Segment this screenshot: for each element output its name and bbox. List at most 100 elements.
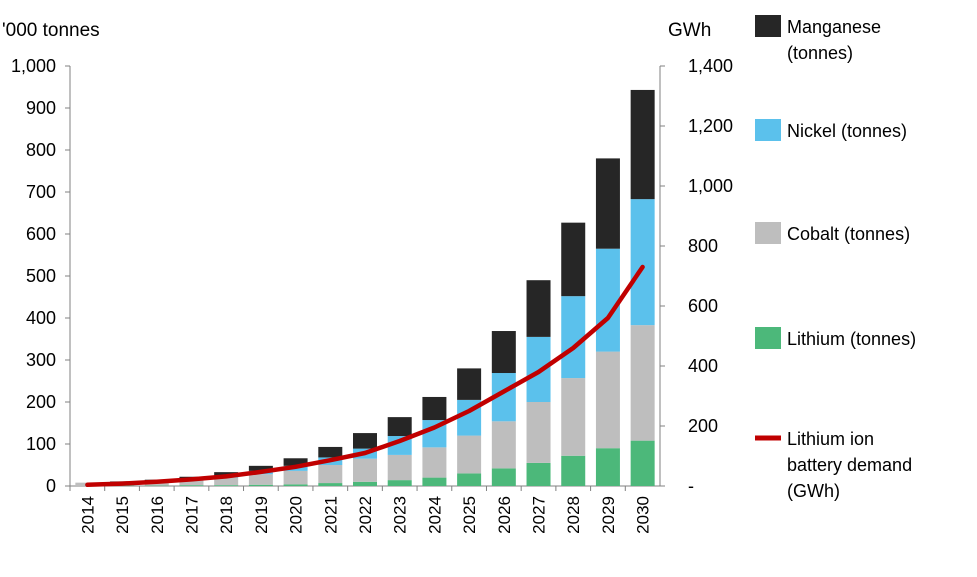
bar-lithium-2019 (248, 484, 273, 486)
x-tick-label: 2029 (599, 496, 618, 534)
x-tick-label: 2026 (495, 496, 514, 534)
bar-manganese-2028 (561, 222, 586, 297)
right-axis-label: GWh (668, 20, 711, 41)
legend-swatch (755, 327, 781, 349)
bar-lithium-2018 (214, 485, 239, 486)
bar-cobalt-2021 (318, 465, 343, 484)
bar-nickel-2028 (561, 296, 586, 379)
x-tick-label: 2022 (356, 496, 375, 534)
bar-manganese-2026 (491, 331, 516, 374)
left-axis-label: '000 tonnes (2, 20, 100, 41)
bar-lithium-2027 (526, 462, 551, 486)
left-tick-label: 1,000 (11, 56, 56, 76)
bar-lithium-2030 (630, 440, 655, 486)
bar-nickel-2029 (595, 248, 620, 352)
legend-item: Manganese (tonnes) (755, 15, 881, 63)
bar-cobalt-2022 (353, 458, 377, 482)
right-tick-label: 1,200 (688, 116, 733, 136)
right-tick-label: - (688, 476, 694, 496)
legend-label: Cobalt (tonnes) (787, 224, 910, 244)
bar-lithium-2023 (387, 480, 412, 486)
legend: Manganese (tonnes) Nickel (tonnes) Cobalt (… (755, 15, 916, 501)
plot-area: 0 100 200 300 400 500 600 700 800 900 1,000 - 200 400… (11, 56, 733, 534)
bar-manganese-2018 (214, 472, 239, 476)
left-tick-label: 400 (26, 308, 56, 328)
x-tick-label: 2028 (564, 496, 583, 534)
bar-manganese-2023 (387, 417, 412, 437)
bar-manganese-2030 (630, 89, 655, 200)
right-tick-label: 400 (688, 356, 718, 376)
legend-label: Nickel (tonnes) (787, 121, 907, 141)
right-tick-label: 1,000 (688, 176, 733, 196)
legend-label: Lithium ion (787, 429, 874, 449)
x-tick-label: 2027 (530, 496, 549, 534)
x-tick-label: 2017 (182, 496, 201, 534)
bar-lithium-2026 (491, 468, 516, 486)
bar-lithium-2021 (318, 483, 343, 486)
legend-label: Manganese (787, 17, 881, 37)
x-tick-label: 2019 (252, 496, 271, 534)
legend-item: Cobalt (tonnes) (755, 222, 910, 244)
bar-manganese-2019 (248, 465, 273, 471)
x-tick-label: 2024 (425, 496, 444, 534)
legend-swatch (755, 119, 781, 141)
bar-lithium-2020 (283, 484, 308, 486)
bar-cobalt-2018 (214, 477, 239, 486)
left-tick-label: 100 (26, 434, 56, 454)
legend-label: Lithium (tonnes) (787, 329, 916, 349)
left-tick-label: 700 (26, 182, 56, 202)
bar-cobalt-2024 (422, 447, 447, 478)
left-tick-label: 500 (26, 266, 56, 286)
x-tick-label: 2021 (321, 496, 340, 534)
left-tick-label: 300 (26, 350, 56, 370)
bar-cobalt-2019 (248, 474, 273, 485)
x-tick-label: 2015 (113, 496, 132, 534)
bar-lithium-2029 (595, 448, 620, 486)
bar-cobalt-2030 (630, 325, 655, 441)
bar-manganese-2024 (422, 396, 447, 421)
legend-swatch (755, 222, 781, 244)
x-tick-label: 2018 (217, 496, 236, 534)
bar-lithium-2028 (561, 455, 586, 486)
bar-lithium-2025 (457, 473, 482, 486)
left-tick-label: 200 (26, 392, 56, 412)
bar-cobalt-2023 (387, 454, 412, 481)
bar-lithium-2022 (353, 481, 377, 486)
legend-label: battery demand (787, 455, 912, 475)
bar-manganese-2027 (526, 280, 551, 337)
bar-manganese-2020 (283, 458, 308, 466)
right-tick-label: 1,400 (688, 56, 733, 76)
bar-manganese-2029 (595, 158, 620, 249)
bar-manganese-2025 (457, 368, 482, 400)
right-tick-label: 800 (688, 236, 718, 256)
bar-cobalt-2029 (595, 351, 620, 449)
legend-swatch (755, 15, 781, 37)
bar-cobalt-2028 (561, 378, 586, 456)
legend-label: (GWh) (787, 481, 840, 501)
legend-item: Nickel (tonnes) (755, 119, 907, 141)
bar-manganese-2022 (353, 433, 377, 449)
legend-item: Lithium ion battery demand (GWh) (755, 429, 912, 501)
x-tick-label: 2016 (148, 496, 167, 534)
x-tick-label: 2030 (634, 496, 653, 534)
x-tick-label: 2020 (287, 496, 306, 534)
bar-lithium-2017 (179, 485, 204, 486)
x-tick-label: 2025 (460, 496, 479, 534)
legend-label: (tonnes) (787, 43, 853, 63)
x-tick-label: 2023 (391, 496, 410, 534)
bar-nickel-2030 (630, 199, 655, 326)
right-tick-label: 200 (688, 416, 718, 436)
bar-cobalt-2026 (491, 421, 516, 469)
bar-cobalt-2020 (283, 470, 308, 485)
bar-manganese-2021 (318, 446, 343, 458)
battery-demand-line (85, 264, 645, 488)
left-tick-label: 800 (26, 140, 56, 160)
right-tick-label: 600 (688, 296, 718, 316)
left-tick-label: 0 (46, 476, 56, 496)
legend-item: Lithium (tonnes) (755, 327, 916, 349)
left-tick-label: 600 (26, 224, 56, 244)
bar-cobalt-2017 (179, 479, 204, 486)
bar-cobalt-2027 (526, 402, 551, 463)
left-tick-label: 900 (26, 98, 56, 118)
